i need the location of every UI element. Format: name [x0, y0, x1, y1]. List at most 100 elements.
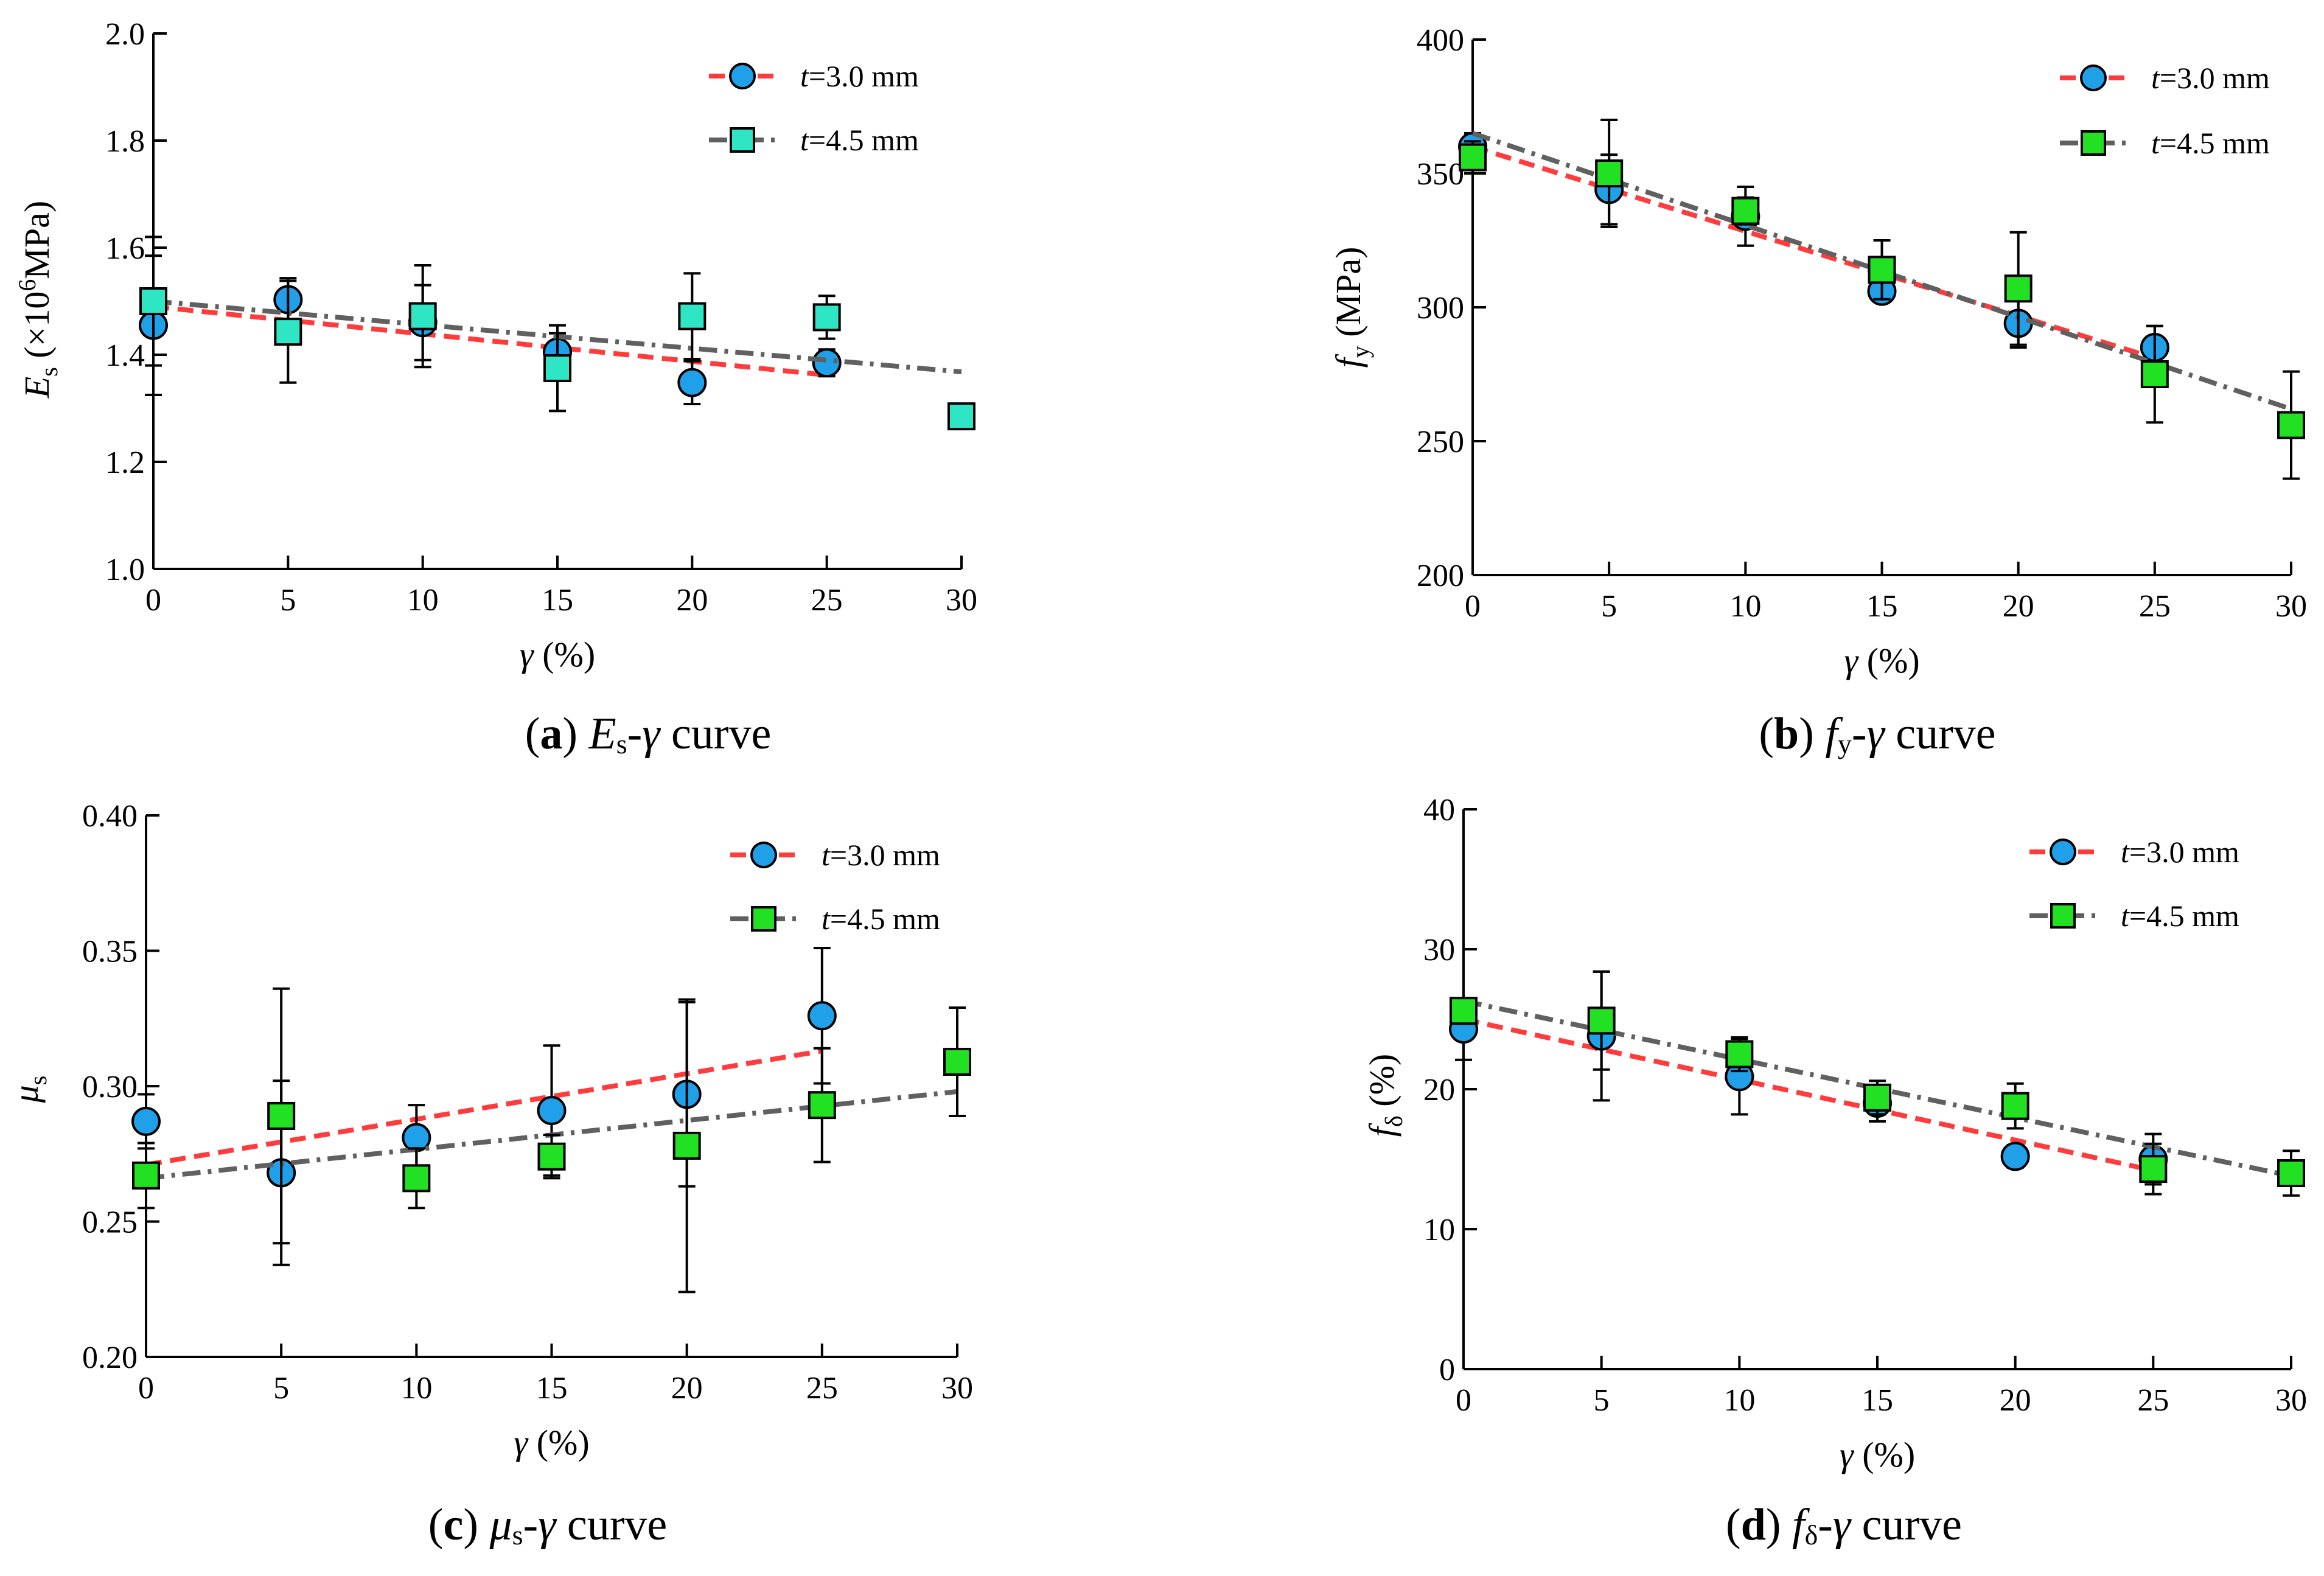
data-point-t45	[139, 287, 167, 315]
x-axis-label: γ (%)	[514, 1423, 589, 1462]
x-axis-label: γ (%)	[1840, 1435, 1915, 1474]
data-point-t30	[812, 348, 842, 378]
data-point-t45	[678, 302, 707, 330]
legend-marker	[2050, 839, 2076, 865]
x-tick-label: 0	[1456, 1383, 1471, 1418]
data-point-t45	[267, 1101, 296, 1130]
legend-label: t=3.0 mm	[2151, 61, 2270, 95]
legend-label: t=3.0 mm	[800, 59, 919, 93]
x-tick-label: 25	[2139, 589, 2171, 624]
x-tick-label: 5	[1601, 589, 1617, 624]
data-point-t30	[677, 368, 707, 397]
y-tick-label: 0.30	[82, 1070, 138, 1104]
chart-panel-c: 0 5 10 15 20 25 30 0.20 0.25 0.30 0.35 0.40 γ (%) μs t…	[6, 799, 973, 1550]
y-tick-label: 300	[1417, 291, 1464, 326]
y-axis-label: μs	[6, 1076, 52, 1104]
y-tick-label: 10	[1423, 1213, 1455, 1247]
legend-label: t=4.5 mm	[800, 123, 919, 157]
legend-marker	[2081, 130, 2106, 156]
data-point-t45	[1450, 997, 1478, 1025]
x-tick-label: 25	[811, 583, 843, 618]
data-point-t45	[543, 354, 571, 382]
data-point-t45	[1587, 1006, 1616, 1035]
legend-label: t=4.5 mm	[2121, 899, 2239, 933]
x-tick-label: 10	[1729, 589, 1761, 624]
y-tick-label: 0.40	[82, 799, 138, 834]
y-tick-label: 1.6	[105, 231, 145, 266]
data-point-t45	[1868, 256, 1896, 284]
x-tick-label: 15	[1866, 589, 1898, 624]
x-axis-label: γ (%)	[1844, 641, 1919, 680]
x-tick-label: 30	[2275, 1383, 2307, 1418]
x-tick-label: 25	[806, 1371, 838, 1406]
fit-line-t30	[145, 1048, 823, 1167]
y-tick-label: 2.0	[105, 17, 145, 52]
x-tick-label: 15	[1862, 1383, 1893, 1418]
data-point-t45	[2004, 274, 2033, 303]
y-tick-label: 1.8	[105, 124, 145, 159]
legend-marker	[2050, 903, 2076, 929]
y-tick-label: 200	[1417, 559, 1464, 593]
y-tick-label: 0.25	[82, 1205, 138, 1240]
x-tick-label: 10	[1723, 1383, 1755, 1418]
data-point-t45	[1459, 143, 1487, 172]
data-point-t45	[274, 318, 302, 346]
legend-marker	[729, 63, 756, 89]
x-tick-label: 20	[2000, 1383, 2031, 1418]
x-tick-label: 5	[1594, 1383, 1610, 1418]
fit-line-t30	[1463, 1017, 2154, 1173]
chart-panel-a: 0 5 10 15 20 25 30 1.0 1.2 1.4 1.6 1.8 2.0 γ (%) Es (×…	[13, 17, 977, 759]
x-tick-label: 15	[542, 583, 573, 618]
y-axis-label: Es (×106MPa)	[13, 201, 63, 399]
panel-caption: (b) fy-γ curve	[1759, 709, 1995, 759]
data-point-t45	[1731, 197, 1760, 225]
legend-label: t=4.5 mm	[2151, 126, 2270, 160]
y-tick-label: 1.2	[105, 445, 145, 480]
fit-line-t30	[153, 304, 828, 378]
legend-marker	[730, 127, 755, 153]
x-tick-label: 15	[536, 1371, 568, 1406]
data-point-t45	[2277, 411, 2305, 439]
data-point-t45	[1725, 1040, 1754, 1069]
x-tick-label: 20	[2003, 589, 2034, 624]
data-point-t45	[132, 1161, 160, 1190]
data-point-t45	[537, 1142, 566, 1171]
data-point-t45	[947, 402, 975, 431]
legend-label: t=3.0 mm	[822, 838, 940, 872]
legend-label: t=3.0 mm	[2121, 835, 2239, 869]
data-point-t45	[402, 1164, 431, 1193]
data-point-t30	[131, 1106, 161, 1136]
y-tick-label: 30	[1423, 933, 1455, 968]
panel-caption: (a) Es-γ curve	[525, 709, 772, 759]
x-tick-label: 20	[676, 583, 708, 618]
x-axis-label: γ (%)	[520, 635, 595, 674]
y-tick-label: 350	[1417, 157, 1464, 192]
x-tick-label: 30	[2275, 589, 2307, 624]
y-tick-label: 0	[1439, 1353, 1455, 1387]
y-tick-label: 1.0	[105, 553, 145, 587]
x-tick-label: 30	[941, 1371, 973, 1406]
data-point-t45	[672, 1131, 701, 1160]
y-tick-label: 40	[1423, 793, 1455, 828]
data-point-t45	[2001, 1092, 2029, 1120]
x-tick-label: 20	[671, 1371, 703, 1406]
y-axis-label: fy (MPa)	[1328, 247, 1374, 368]
y-tick-label: 0.20	[82, 1341, 138, 1375]
x-tick-label: 10	[400, 1371, 432, 1406]
legend-marker	[2080, 65, 2107, 91]
data-point-t45	[2277, 1159, 2305, 1187]
data-point-t45	[408, 302, 437, 330]
x-tick-label: 10	[407, 583, 439, 618]
x-tick-label: 0	[138, 1371, 154, 1406]
y-tick-label: 400	[1417, 23, 1464, 58]
chart-panel-d: 0 5 10 15 20 25 30 0 10 20 30 40 γ (%) fδ (%) t=3.0 mm…	[1362, 793, 2307, 1550]
data-point-t45	[2140, 360, 2169, 388]
x-tick-label: 5	[273, 1371, 289, 1406]
x-tick-label: 5	[280, 583, 296, 618]
y-tick-label: 0.35	[82, 935, 138, 969]
data-point-t30	[537, 1096, 567, 1126]
data-point-t30	[2000, 1142, 2030, 1171]
legend-marker	[751, 906, 776, 932]
y-tick-label: 1.4	[105, 338, 145, 373]
